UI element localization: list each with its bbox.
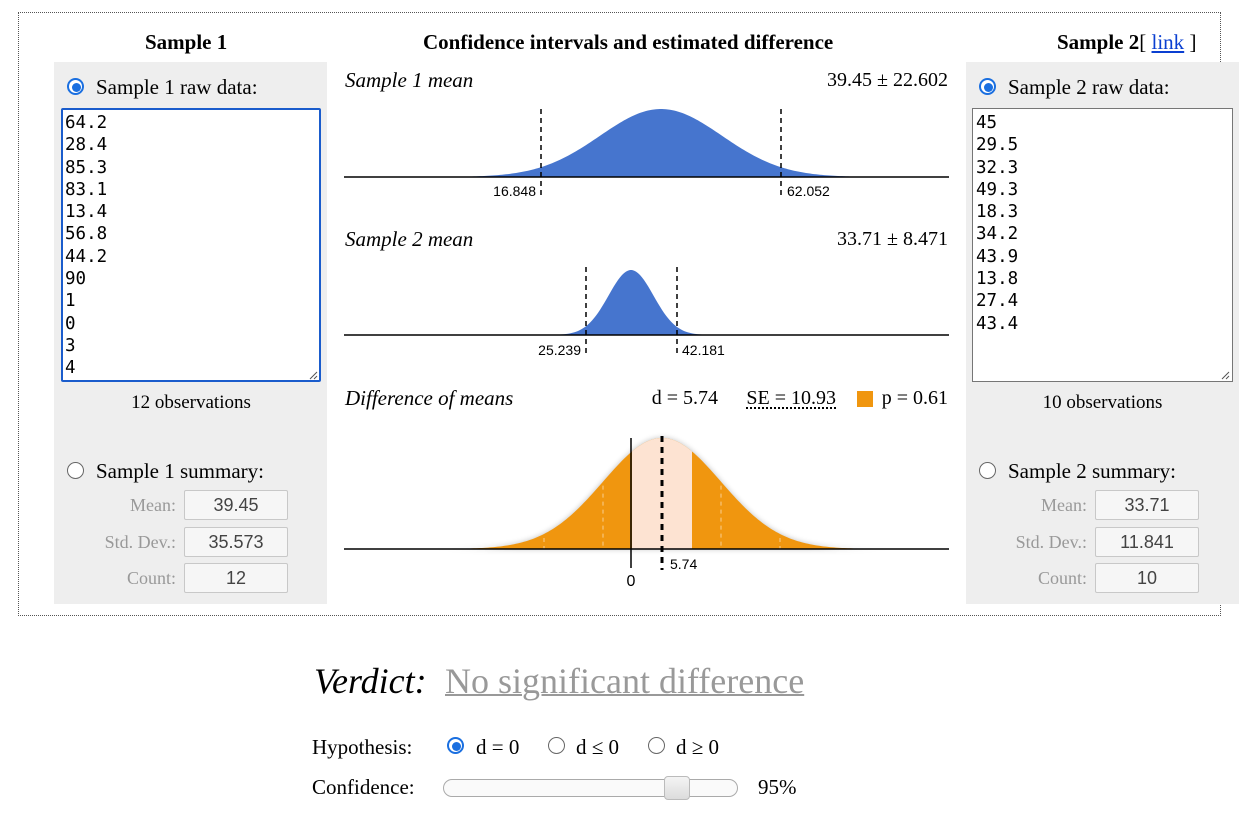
mean2-title: Sample 2 mean xyxy=(345,227,474,251)
confidence-slider-track[interactable] xyxy=(443,779,738,797)
p-value-swatch xyxy=(857,391,873,407)
sample1-mean-label: Mean: xyxy=(130,495,176,515)
sample2-count-input[interactable]: 10 xyxy=(1095,563,1199,593)
diff-sd-lines xyxy=(543,485,781,549)
mean2-density-curve xyxy=(524,270,744,335)
diff-title: Difference of means xyxy=(345,386,514,410)
sample2-header: Sample 2[ link ] xyxy=(1057,30,1196,55)
middle-header: Confidence intervals and estimated diffe… xyxy=(423,30,834,54)
sample2-summary-label: Sample 2 summary: xyxy=(1008,459,1176,483)
sample2-raw-radio[interactable] xyxy=(979,78,996,95)
link-close-bracket: ] xyxy=(1189,30,1197,54)
hypothesis-option-eq: d = 0 xyxy=(476,735,520,759)
hypothesis-option-ge: d ≥ 0 xyxy=(676,735,720,759)
hypothesis-label: Hypothesis: xyxy=(312,735,413,759)
confidence-value: 95% xyxy=(758,775,797,799)
diff-se-value[interactable]: SE = 10.93 xyxy=(746,387,836,409)
sample1-raw-radio[interactable] xyxy=(67,78,84,95)
sample1-summary-label: Sample 1 summary: xyxy=(96,459,264,483)
sample1-summary-radio[interactable] xyxy=(67,462,84,479)
sample2-mean-label: Mean: xyxy=(1041,495,1087,515)
mean1-density-curve xyxy=(404,109,924,177)
verdict-label: Verdict: xyxy=(314,661,427,701)
diff-plot: 0 5.74 xyxy=(344,436,949,590)
hypothesis-radio-ge[interactable] xyxy=(648,737,665,754)
mean1-value: 39.45 ± 22.602 xyxy=(827,69,948,91)
sample2-mean-input[interactable]: 33.71 xyxy=(1095,490,1199,520)
mean1-ci-low-tick: 16.848 xyxy=(493,183,536,199)
diff-d-tick: 5.74 xyxy=(670,556,697,572)
hypothesis-radio-le[interactable] xyxy=(548,737,565,754)
diff-zero-tick: 0 xyxy=(627,573,636,590)
mean2-ci-low-tick: 25.239 xyxy=(538,342,581,358)
sample1-count-input[interactable]: 12 xyxy=(184,563,288,593)
hypothesis-radio-eq[interactable] xyxy=(447,737,464,754)
confidence-label: Confidence: xyxy=(312,775,415,799)
sample1-header: Sample 1 xyxy=(145,30,228,54)
resize-grip-icon[interactable] xyxy=(309,371,318,380)
sample1-mean-input[interactable]: 39.45 xyxy=(184,490,288,520)
mean2-ci-high-tick: 42.181 xyxy=(682,342,725,358)
resize-grip-icon[interactable] xyxy=(1221,371,1230,380)
link-open-bracket: [ xyxy=(1139,30,1147,54)
sample2-sd-input[interactable]: 11.841 xyxy=(1095,527,1199,557)
confidence-slider-thumb[interactable] xyxy=(664,776,690,800)
diff-ci-region xyxy=(632,438,692,549)
mean2-plot: 25.239 42.181 xyxy=(344,267,949,358)
mean1-title: Sample 1 mean xyxy=(345,68,474,92)
sample2-raw-label: Sample 2 raw data: xyxy=(1008,75,1170,99)
sample2-observations: 10 observations xyxy=(1042,392,1163,413)
sample2-raw-textarea[interactable]: 45 29.5 32.3 49.3 18.3 34.2 43.9 13.8 27… xyxy=(972,108,1233,382)
mean2-value: 33.71 ± 8.471 xyxy=(837,228,948,250)
sample2-header-text: Sample 2 xyxy=(1057,30,1140,54)
diff-p-value: p = 0.61 xyxy=(881,387,948,409)
sample1-raw-textarea[interactable]: 64.2 28.4 85.3 83.1 13.4 56.8 44.2 90 1 … xyxy=(61,108,321,382)
sample1-sd-input[interactable]: 35.573 xyxy=(184,527,288,557)
sample1-raw-label: Sample 1 raw data: xyxy=(96,75,258,99)
verdict-value: No significant difference xyxy=(445,661,805,701)
sample2-summary-radio[interactable] xyxy=(979,462,996,479)
sample2-sd-label: Std. Dev.: xyxy=(1015,532,1087,552)
link[interactable]: link xyxy=(1151,30,1185,54)
sample1-count-label: Count: xyxy=(126,568,176,588)
hypothesis-option-le: d ≤ 0 xyxy=(576,735,620,759)
mean1-plot: 16.848 62.052 xyxy=(344,109,949,199)
sample1-sd-label: Std. Dev.: xyxy=(104,532,176,552)
sample2-count-label: Count: xyxy=(1037,568,1087,588)
mean1-ci-high-tick: 62.052 xyxy=(787,183,830,199)
sample1-observations: 12 observations xyxy=(131,392,251,413)
diff-d-value: d = 5.74 xyxy=(651,387,718,409)
